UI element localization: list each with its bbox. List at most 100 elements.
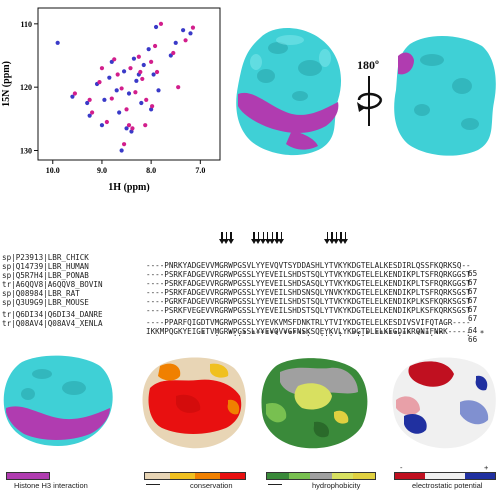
- nmr-peak: [87, 97, 92, 102]
- nmr-peak: [176, 85, 181, 90]
- surface-front-h3-patch-2: [286, 130, 318, 150]
- electrostatic-minus: -: [400, 463, 403, 472]
- down-arrow-icon: [223, 232, 230, 244]
- alignment-row-seq: ----PSRKFADGEVVRGRWPGSSLYYEVEILSHDSNSQLY…: [146, 288, 471, 297]
- nmr-peak: [156, 88, 161, 93]
- nmr-peak: [117, 110, 122, 115]
- nmr-y-axis-label: 15N (ppm): [1, 61, 12, 107]
- alignment-row-seq: IKKMPQGKYEIGETVMGRWPGSSLYYEVQVVGFNSKSQEY…: [146, 327, 467, 336]
- rotation-indicator: 180º: [355, 50, 395, 130]
- nmr-peak: [140, 76, 145, 82]
- h3-interaction-swatch: [6, 472, 50, 480]
- surface-back-h3-patch: [398, 52, 414, 75]
- surface-front-cyan: [236, 28, 342, 156]
- alignment-row: sp|Q08984|LBR_RAT ----PGRKFADGEVVRGRWPGS…: [2, 282, 477, 322]
- nmr-peak: [128, 66, 133, 71]
- surface-conservation: [142, 357, 246, 449]
- alignment-row-seq: ----PPARFQIGDTVMGRWPGSSLYYEVKVMSFDNKTRLY…: [146, 318, 471, 327]
- alignment-consensus: * : *:.* ****** *****: ..: : *:.* *****:…: [2, 322, 484, 346]
- down-arrow-icon: [324, 232, 331, 244]
- surface-back-view: [394, 35, 496, 156]
- nmr-peak: [99, 66, 105, 71]
- hydrophobicity-arrow-icon: [268, 484, 282, 485]
- conservation-label: conservation: [190, 481, 233, 490]
- alignment-row-id: tr|Q08AV4|Q08AV4_XENLA: [2, 320, 103, 328]
- electrostatic-label: electrostatic potential: [412, 481, 483, 490]
- alignment-row-seq: ----PSRKFADGEVVRGRWPGSSLYYEVEILSHDSTSQLY…: [146, 270, 471, 279]
- alignment-row-seq: ----PNRKYADGEVVMGRWPGSVLYYEVQVTSYDDASHLY…: [146, 261, 471, 270]
- nmr-peak: [72, 91, 77, 96]
- alignment-row-seq: ----PSRKFADGEVVRGRWPGSSLYYEVEILSHDSASQLY…: [146, 279, 471, 288]
- alignment-row-num: 67: [468, 305, 478, 314]
- nmr-peak: [126, 91, 132, 96]
- nmr-peak: [70, 94, 75, 99]
- nmr-peak: [87, 113, 92, 118]
- nmr-peak: [119, 148, 124, 153]
- hydrophobicity-label: hydrophobicity: [312, 481, 361, 490]
- down-arrow-icon: [273, 232, 280, 244]
- down-arrow-icon: [227, 232, 234, 244]
- nmr-peak: [90, 110, 95, 115]
- nmr-plot-frame: [37, 7, 221, 161]
- nmr-peak: [190, 25, 196, 30]
- nmr-peak: [55, 40, 60, 45]
- nmr-peak: [85, 100, 90, 106]
- nmr-peak: [119, 86, 124, 91]
- alignment-row-seq: ----PGRKFADGEVVRGRWPGSSLYYEVEILSHDSTSQLY…: [146, 297, 471, 306]
- nmr-points: [55, 21, 196, 153]
- nmr-peak: [99, 123, 105, 128]
- down-arrow-icon: [278, 232, 285, 244]
- nmr-x-ticks: 10.0 9.0 8.0 7.0: [46, 160, 205, 175]
- alignment-row-num: 67: [468, 296, 478, 305]
- nmr-peak: [139, 100, 144, 106]
- nmr-peak: [114, 88, 119, 93]
- nmr-peak: [136, 54, 141, 59]
- rotation-label: 180º: [357, 58, 379, 72]
- alignment-row-id: sp|Q08984|LBR_RAT: [2, 290, 80, 298]
- nmr-peak: [154, 69, 160, 75]
- down-arrow-icon: [260, 232, 267, 244]
- down-arrow-icon: [333, 232, 340, 244]
- surface-front-h3-patch: [238, 92, 339, 133]
- nmr-peak: [151, 72, 156, 77]
- nmr-peak: [97, 80, 102, 85]
- nmr-peak: [150, 104, 155, 109]
- alignment-row-num: 66: [468, 335, 478, 344]
- alignment-row-num: 67: [468, 314, 478, 323]
- nmr-spectrum-chart: 10.0 9.0 8.0 7.0 110 120 130 1H (ppm) 15N (pp…: [1, 7, 221, 193]
- nmr-peak: [133, 90, 138, 95]
- alignment-row-id: sp|Q3U9G9|LBR_MOUSE: [2, 299, 89, 307]
- hydrophobicity-scale: [266, 472, 376, 480]
- alignment-row-id: sp|Q5R7H4|LBR_PONAB: [2, 272, 89, 280]
- nmr-peak: [107, 75, 112, 80]
- sequence-alignment: sp|P23913|LBR_CHICK ----PNRKYADGEVVMGRWP…: [2, 232, 498, 344]
- alignment-row: sp|Q14739|LBR_HUMAN ----PSRKFADGEVVRGRWP…: [2, 255, 477, 295]
- nmr-peak: [152, 43, 158, 49]
- down-arrow-icon: [342, 232, 349, 244]
- nmr-peak: [130, 126, 135, 131]
- nmr-peak: [144, 97, 149, 102]
- nmr-peak: [102, 97, 107, 102]
- alignment-row-num: 65: [468, 269, 478, 278]
- surface-hydrophobicity: [261, 358, 368, 449]
- conservation-arrow-icon: [146, 484, 160, 485]
- nmr-peak: [188, 31, 193, 36]
- down-arrow-icon: [337, 232, 344, 244]
- alignment-row: tr|Q6DI34|Q6DI34_DANRE ----PPARFQIGDTVMG…: [2, 303, 477, 343]
- binding-residue-arrows: [2, 232, 498, 244]
- nmr-peak: [138, 69, 143, 75]
- surface-front-view: [236, 28, 342, 156]
- nmr-peak: [121, 69, 127, 74]
- alignment-row-seq: ----PSRKFVEGEVVRGRWPGSSLYYEVEILSHDSTSQLY…: [146, 306, 471, 315]
- alignment-row-num: 64: [468, 326, 478, 335]
- nmr-peak: [121, 142, 127, 147]
- nmr-peak: [112, 57, 117, 62]
- alignment-row: sp|Q5R7H4|LBR_PONAB ----PSRKFADGEVVRGRWP…: [2, 264, 477, 304]
- surface-electrostatic: [392, 357, 496, 449]
- down-arrow-icon: [269, 232, 276, 244]
- surface-h3-interaction: [3, 355, 113, 446]
- nmr-x-tick-label: 7.0: [195, 166, 205, 175]
- nmr-peak: [158, 21, 164, 26]
- down-arrow-icon: [255, 232, 262, 244]
- nmr-peak: [109, 96, 114, 101]
